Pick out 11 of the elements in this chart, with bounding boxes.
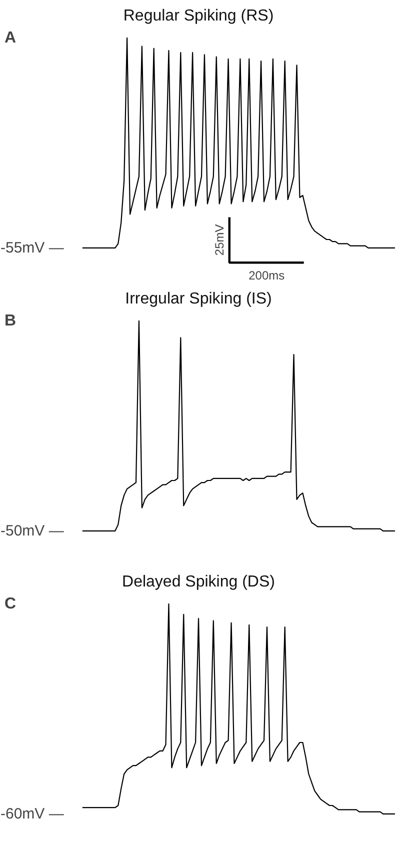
text: -50mV — (0, 522, 64, 540)
text: B (4, 312, 16, 330)
text: -60mV — (0, 805, 64, 822)
chart-title: Regular Spiking (RS) (123, 8, 274, 24)
text: -55mV — (0, 239, 64, 256)
chart-title: Irregular Spiking (IS) (125, 290, 272, 308)
text: A (4, 30, 16, 46)
text: C (4, 596, 16, 612)
chart-title: Delayed Spiking (DS) (122, 574, 275, 590)
text: 200ms (248, 268, 285, 283)
annotation: 25mV (212, 224, 226, 256)
